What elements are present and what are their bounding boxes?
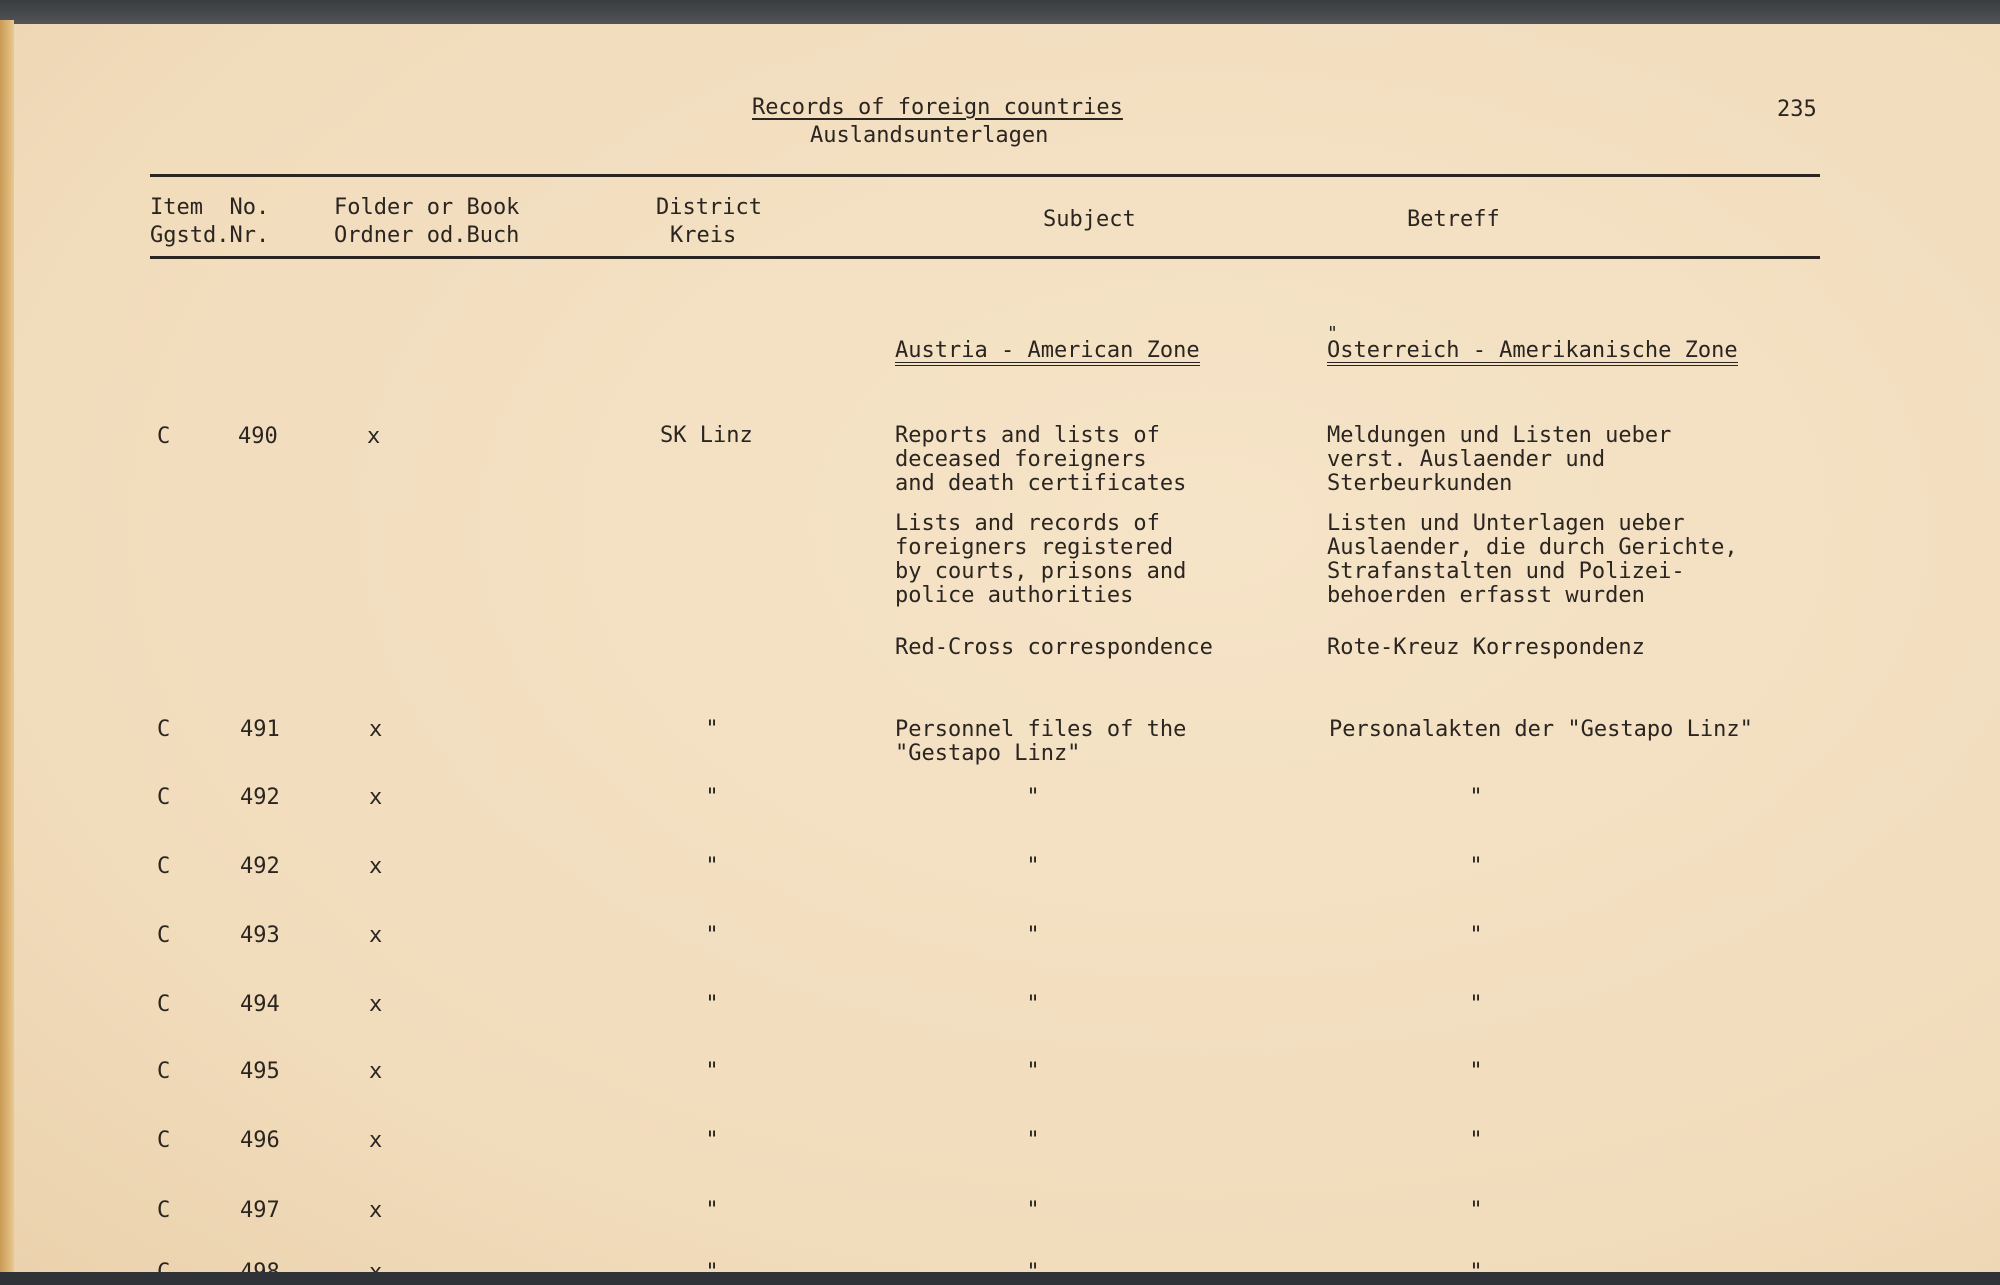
page-title: Records of foreign countries [752, 95, 1123, 120]
row-no: 495 [240, 1059, 280, 1084]
row-folder: x [369, 717, 383, 742]
row-betreff: " [1469, 854, 1483, 879]
col-header-subject: Subject [1043, 207, 1136, 232]
row-subject: " [1026, 1059, 1040, 1084]
row-item: C [157, 1128, 171, 1153]
row-no: 496 [240, 1128, 280, 1153]
row-no: 491 [240, 717, 280, 742]
entry-490-subject-1: Reports and lists of deceased foreigners… [895, 423, 1187, 496]
header-rule-bottom [150, 256, 1820, 259]
row-district: " [705, 1198, 719, 1223]
row-district: " [705, 1128, 719, 1153]
entry-490-betreff-1: Meldungen und Listen ueber verst. Auslae… [1327, 423, 1672, 496]
row-betreff: " [1469, 1059, 1483, 1084]
row-no: 492 [240, 785, 280, 810]
row-item: C [157, 1059, 171, 1084]
row-subject: Personnel files of the "Gestapo Linz" [895, 717, 1187, 766]
row-subject: " [1026, 1198, 1040, 1223]
row-district: " [705, 1059, 719, 1084]
section-heading-betreff: Osterreich - Amerikanische Zone [1327, 340, 1738, 366]
row-no: 493 [240, 923, 280, 948]
col-header-district-de: Kreis [670, 223, 737, 248]
scanner-edge-bottom [0, 1272, 2000, 1283]
row-subject: " [1026, 854, 1040, 879]
row-item: C [157, 717, 171, 742]
row-betreff: " [1469, 785, 1483, 810]
entry-490-no: 490 [238, 424, 278, 449]
row-betreff: " [1469, 1198, 1483, 1223]
col-header-folder-de: Ordner od.Buch [334, 223, 520, 248]
row-subject: " [1026, 1128, 1040, 1153]
row-no: 497 [240, 1198, 280, 1223]
row-item: C [157, 923, 171, 948]
col-header-betreff: Betreff [1407, 207, 1500, 232]
row-district: " [705, 992, 719, 1017]
header-rule-top [150, 174, 1820, 177]
row-folder: x [369, 1059, 383, 1084]
document-page [10, 24, 2000, 1272]
umlaut-mark: " [1327, 323, 1338, 344]
col-header-item-en: Item No. [150, 195, 270, 220]
row-folder: x [369, 923, 383, 948]
row-betreff: " [1469, 1128, 1483, 1153]
entry-490-subject-3: Red-Cross correspondence [895, 635, 1213, 660]
row-district: " [705, 717, 719, 742]
col-header-district-en: District [656, 195, 762, 220]
row-no: 492 [240, 854, 280, 879]
row-folder: x [369, 1198, 383, 1223]
row-betreff: " [1469, 923, 1483, 948]
entry-490-betreff-2: Listen und Unterlagen ueber Auslaender, … [1327, 511, 1738, 608]
entry-490-subject-2: Lists and records of foreigners register… [895, 511, 1187, 608]
row-item: C [157, 785, 171, 810]
row-item: C [157, 854, 171, 879]
entry-490-betreff-3: Rote-Kreuz Korrespondenz [1327, 635, 1645, 660]
scanner-edge [0, 0, 2000, 28]
entry-490-item: C [157, 424, 171, 449]
row-folder: x [369, 785, 383, 810]
row-district: " [705, 854, 719, 879]
row-item: C [157, 1198, 171, 1223]
row-item: C [157, 992, 171, 1017]
row-betreff: Personalakten der "Gestapo Linz" [1329, 717, 1753, 742]
row-subject: " [1026, 992, 1040, 1017]
section-heading-subject: Austria - American Zone [895, 340, 1200, 366]
row-betreff: " [1469, 992, 1483, 1017]
row-folder: x [369, 992, 383, 1017]
row-district: " [705, 785, 719, 810]
row-folder: x [369, 854, 383, 879]
page-subtitle: Auslandsunterlagen [810, 123, 1049, 148]
page-number: 235 [1777, 97, 1817, 122]
row-no: 494 [240, 992, 280, 1017]
row-subject: " [1026, 785, 1040, 810]
entry-490-folder: x [367, 424, 381, 449]
entry-490-district: SK Linz [660, 423, 753, 448]
book-spine [0, 20, 14, 1283]
row-folder: x [369, 1128, 383, 1153]
col-header-folder-en: Folder or Book [334, 195, 520, 220]
row-district: " [705, 923, 719, 948]
row-subject: " [1026, 923, 1040, 948]
col-header-item-de: Ggstd.Nr. [150, 223, 270, 248]
